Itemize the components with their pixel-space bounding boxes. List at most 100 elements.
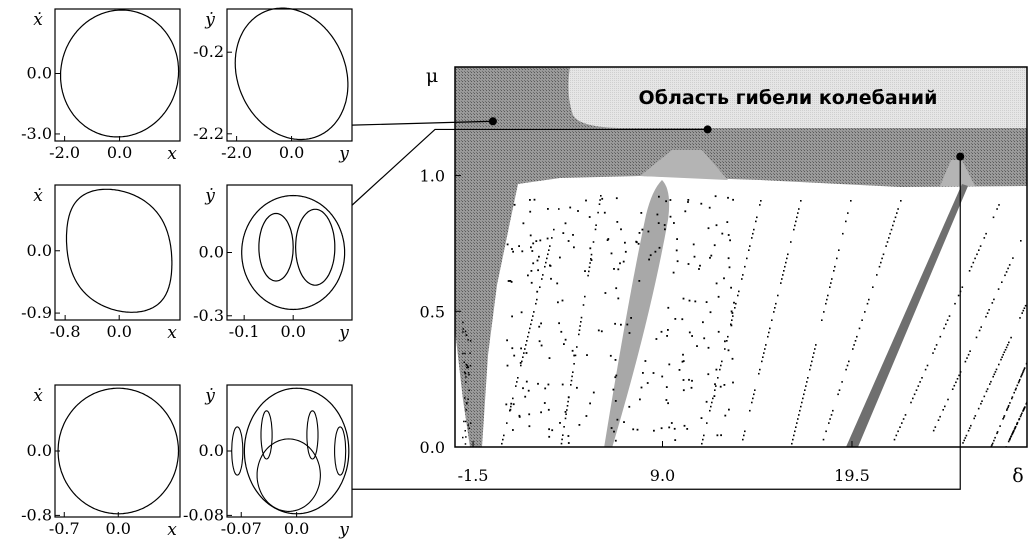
scatter-dot	[533, 198, 536, 201]
connector-lines	[351, 117, 965, 490]
scatter-dot	[469, 364, 472, 367]
scatter-dot	[694, 300, 697, 303]
phase-x-variable: x	[167, 520, 177, 540]
scatter-dot	[878, 265, 881, 268]
scatter-dot	[761, 360, 763, 363]
scatter-dot	[684, 210, 687, 213]
scatter-dot	[527, 335, 529, 338]
scatter-dot	[1017, 381, 1020, 384]
scatter-dot	[648, 258, 650, 261]
scatter-dot	[1008, 341, 1010, 344]
scatter-dot	[501, 442, 503, 445]
scatter-dot	[617, 268, 620, 271]
main-y-tick-label: 0.5	[420, 302, 445, 321]
scatter-dot	[664, 228, 666, 231]
scatter-dot	[733, 301, 735, 304]
scatter-dot	[624, 241, 626, 244]
scatter-dot	[749, 409, 751, 412]
scatter-dot	[511, 248, 513, 250]
scatter-dot	[658, 195, 660, 198]
scatter-dot	[646, 382, 649, 384]
scatter-dot	[730, 324, 733, 327]
scatter-dot	[588, 270, 590, 273]
main-chart-regions	[455, 67, 1027, 447]
scatter-dot	[546, 257, 548, 260]
scatter-dot	[644, 360, 647, 362]
scatter-dot	[548, 357, 551, 359]
scatter-dot	[853, 344, 855, 346]
scatter-dot	[597, 211, 599, 214]
phase-panel-frame	[226, 184, 353, 321]
scatter-dot	[540, 411, 542, 414]
scatter-dot	[999, 425, 1001, 427]
scatter-dot	[576, 386, 578, 389]
scatter-dot	[724, 414, 727, 417]
scatter-dot	[1011, 433, 1013, 436]
scatter-dot	[527, 389, 530, 392]
phase-x-tick-label: -2.0	[49, 143, 80, 162]
scatter-dot	[892, 224, 894, 227]
phase-panel-frame	[54, 184, 181, 321]
scatter-dot	[588, 216, 591, 218]
scatter-dot	[612, 388, 615, 391]
scatter-dot	[981, 400, 983, 402]
scatter-dot	[796, 216, 798, 219]
scatter-dot	[520, 311, 523, 314]
scatter-dot	[956, 378, 959, 380]
scatter-dot	[1020, 414, 1022, 416]
scatter-dot	[792, 438, 794, 441]
scatter-dot	[896, 212, 898, 214]
scatter-dot	[590, 259, 593, 261]
scatter-dot	[668, 426, 671, 429]
scatter-dot	[600, 195, 602, 197]
scatter-dot	[746, 257, 748, 260]
scatter-dot	[910, 401, 912, 404]
scatter-dot	[996, 432, 998, 435]
scatter-dot	[732, 381, 734, 384]
scatter-dot	[620, 228, 622, 231]
scatter-dot	[837, 393, 839, 396]
scatter-dot	[720, 364, 722, 367]
scatter-dot	[558, 322, 560, 325]
scatter-dot	[868, 298, 870, 301]
phase-y-tick-label: 0.0	[199, 243, 224, 262]
phase-trajectory-loop	[334, 426, 347, 476]
scatter-dot	[559, 422, 561, 424]
scatter-dot	[854, 340, 857, 342]
scatter-dot	[715, 385, 717, 387]
scatter-dot	[533, 311, 535, 313]
scatter-dot	[682, 353, 684, 356]
scatter-dot	[518, 245, 520, 247]
scatter-dot	[610, 427, 613, 429]
scatter-dot	[520, 347, 522, 350]
scatter-dot	[942, 409, 944, 411]
scatter-dot	[915, 389, 918, 391]
scatter-dot	[901, 422, 903, 424]
scatter-dot	[990, 380, 992, 383]
scatter-dot	[714, 389, 716, 391]
scatter-dot	[791, 442, 793, 445]
scatter-dot	[838, 249, 840, 251]
scatter-dot	[1006, 344, 1009, 346]
scatter-dot	[795, 220, 797, 223]
scatter-dot	[548, 435, 551, 438]
scatter-dot	[681, 360, 684, 363]
scatter-dot	[1001, 281, 1003, 283]
scatter-dot	[1023, 307, 1026, 309]
scatter-dot	[798, 414, 800, 416]
scatter-dot	[1003, 415, 1006, 417]
scatter-dot	[569, 206, 572, 209]
scatter-dot	[946, 319, 949, 321]
scatter-dot	[797, 418, 799, 420]
scatter-dot	[934, 348, 936, 350]
scatter-dot	[758, 372, 760, 375]
scatter-dot	[587, 274, 589, 277]
scatter-dot	[800, 405, 802, 408]
scatter-dot	[707, 346, 710, 349]
scatter-dot	[522, 356, 524, 358]
scatter-dot	[682, 389, 685, 392]
scatter-dot	[710, 405, 712, 408]
scatter-dot	[917, 385, 920, 387]
phase-x-tick-label: -0.1	[229, 322, 260, 341]
scatter-dot	[828, 422, 830, 424]
